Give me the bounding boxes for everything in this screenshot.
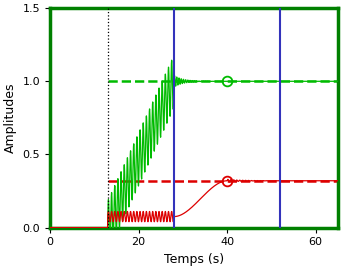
Y-axis label: Amplitudes: Amplitudes xyxy=(4,83,17,153)
X-axis label: Temps (s): Temps (s) xyxy=(164,253,224,266)
